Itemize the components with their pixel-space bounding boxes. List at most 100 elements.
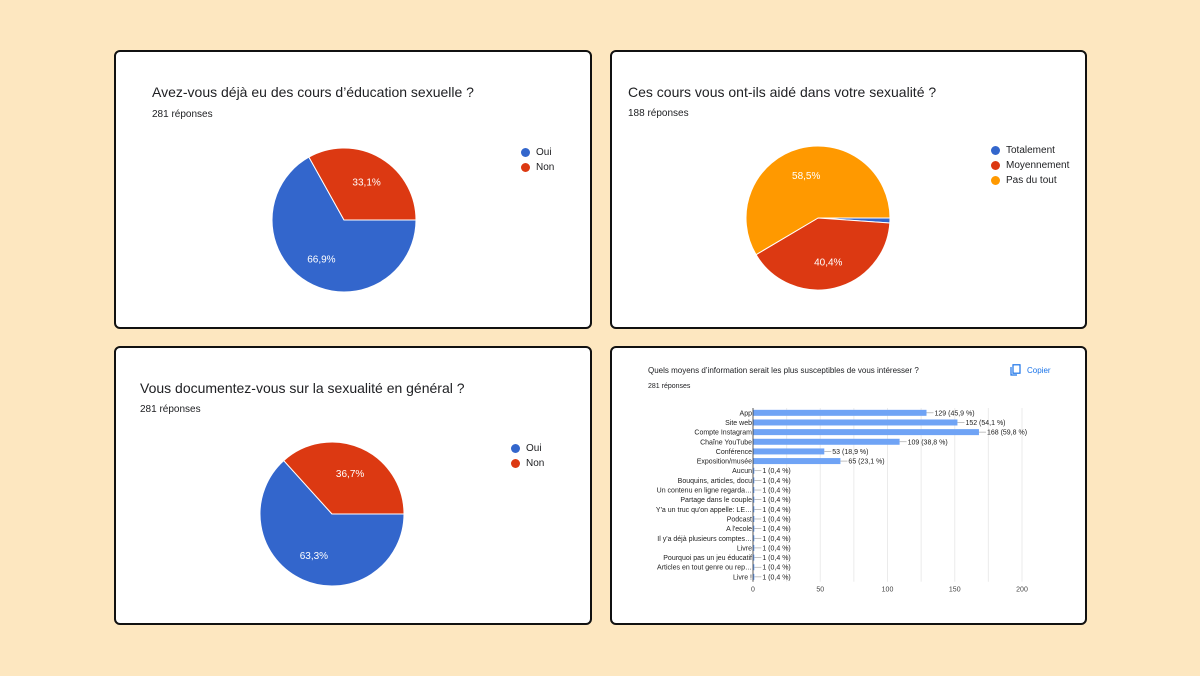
legend-label: Non [536, 162, 555, 173]
category-label: App [740, 410, 753, 417]
bar [753, 448, 825, 455]
legend-label: Pas du tout [1006, 175, 1057, 186]
legend-swatch [991, 176, 1000, 185]
data-label: 65 (23,1 %) [848, 459, 884, 466]
data-label: 1 (0,4 %) [762, 565, 790, 572]
pie-chart: 40,4% 58,5% [745, 145, 891, 291]
legend-item: Totalement [991, 143, 1069, 158]
bar [753, 506, 755, 513]
bar [753, 438, 900, 445]
response-count: 188 réponses [628, 108, 689, 119]
legend-swatch [511, 459, 520, 468]
data-label: 1 (0,4 %) [762, 507, 790, 514]
legend-label: Non [526, 458, 545, 469]
slice-label: 58,5% [792, 171, 820, 182]
category-label: Partage dans le couple [680, 497, 752, 504]
bar [753, 554, 755, 561]
legend-swatch [511, 444, 520, 453]
legend: Oui Non [521, 145, 554, 175]
pie-slice-oui [271, 156, 417, 293]
category-label: Site web [725, 420, 752, 427]
bar [753, 429, 979, 436]
data-label: 1 (0,4 %) [762, 574, 790, 581]
pie-slice-pas-du-tout [745, 145, 891, 256]
question-title: Vous documentez-vous sur la sexualité en… [140, 380, 465, 396]
legend-label: Oui [536, 147, 552, 158]
legend: Totalement Moyennement Pas du tout [991, 143, 1069, 188]
legend-item: Non [521, 160, 554, 175]
slice-label: 66,9% [307, 254, 335, 265]
card-self-documentation: Vous documentez-vous sur la sexualité en… [114, 346, 592, 625]
category-label: Pourquoi pas un jeu éducatif [663, 555, 752, 562]
category-label: Y'a un truc qu'on appelle: LE… [656, 507, 752, 514]
category-label: Livre [737, 545, 752, 552]
category-label: Aucun [732, 468, 752, 475]
data-label: 1 (0,4 %) [762, 478, 790, 485]
category-label: Exposition/musée [697, 459, 752, 466]
question-title: Ces cours vous ont-ils aidé dans votre s… [628, 84, 937, 100]
category-label: Articles en tout genre ou rep… [657, 565, 752, 572]
data-label: 152 (54,1 %) [965, 420, 1005, 427]
data-label: 1 (0,4 %) [762, 516, 790, 523]
slice-label: 63,3% [300, 551, 328, 562]
legend-item: Pas du tout [991, 173, 1069, 188]
bar [753, 573, 755, 580]
bar [753, 525, 755, 532]
category-label: Podcast [727, 516, 752, 523]
x-tick-label: 0 [751, 587, 755, 594]
category-label: Conférence [716, 449, 752, 456]
legend-swatch [991, 146, 1000, 155]
bar [753, 487, 755, 494]
copy-icon [1010, 364, 1021, 376]
card-courses-helped: Ces cours vous ont-ils aidé dans votre s… [610, 50, 1087, 329]
pie-slice-moyennement [755, 217, 891, 291]
category-label: A l'ecole [726, 526, 752, 533]
pie-slice-non [308, 147, 417, 221]
bar [753, 496, 755, 503]
copy-button[interactable]: Copier [1010, 364, 1051, 376]
category-label: Un contenu en ligne regarda… [657, 488, 752, 495]
bar [753, 409, 927, 416]
data-label: 1 (0,4 %) [762, 488, 790, 495]
bar [753, 544, 755, 551]
pie-chart: 63,3% 36,7% [259, 441, 405, 587]
x-tick-label: 50 [816, 587, 824, 594]
bar [753, 467, 755, 474]
legend-label: Oui [526, 443, 542, 454]
copy-label: Copier [1027, 365, 1051, 375]
legend-swatch [521, 148, 530, 157]
data-label: 1 (0,4 %) [762, 545, 790, 552]
data-label: 1 (0,4 %) [762, 536, 790, 543]
category-label: Bouquins, articles, docu [678, 478, 752, 485]
question-title: Quels moyens d’information serait les pl… [648, 366, 919, 375]
data-label: 1 (0,4 %) [762, 555, 790, 562]
response-count: 281 réponses [140, 404, 201, 415]
slice-label: 33,1% [352, 178, 380, 189]
legend-item: Non [511, 456, 544, 471]
data-label: 129 (45,9 %) [935, 410, 975, 417]
bar [753, 419, 958, 426]
legend-label: Totalement [1006, 145, 1055, 156]
card-information-means: Quels moyens d’information serait les pl… [610, 346, 1087, 625]
data-label: 53 (18,9 %) [832, 449, 868, 456]
data-label: 109 (38,8 %) [908, 439, 948, 446]
x-tick-label: 200 [1016, 587, 1028, 594]
legend-label: Moyennement [1006, 160, 1070, 171]
response-count: 281 réponses [152, 109, 213, 120]
question-title: Avez-vous déjà eu des cours d’éducation … [152, 84, 474, 100]
bar [753, 535, 755, 542]
pie-slice-oui [259, 459, 405, 587]
data-label: 168 (59,8 %) [987, 430, 1027, 437]
pie-slice-non [283, 441, 405, 515]
bar-chart: 0 50 100 150 200 App 129 (45,9 %) Site web 152 (… [656, 408, 1028, 594]
bar [753, 564, 755, 571]
x-tick-label: 150 [949, 587, 961, 594]
category-label: Chaîne YouTube [700, 439, 752, 446]
response-count: 281 réponses [648, 383, 691, 390]
pie-chart: 66,9% 33,1% [271, 147, 417, 293]
data-label: 1 (0,4 %) [762, 497, 790, 504]
category-label: Livre ! [733, 574, 752, 581]
slice-label: 40,4% [814, 257, 842, 268]
category-label: Compte Instagram [694, 430, 752, 437]
slice-label: 36,7% [336, 469, 364, 480]
